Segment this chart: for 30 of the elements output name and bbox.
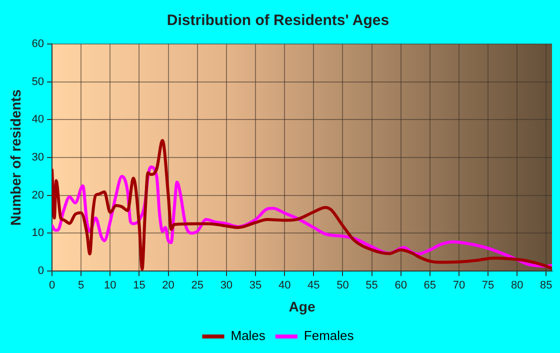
- y-tick-label: 60: [32, 38, 44, 50]
- y-tick-label: 20: [32, 189, 44, 202]
- x-tick-label: 40: [278, 280, 291, 292]
- y-axis-title: Number of residents: [7, 89, 24, 226]
- x-tick-label: 60: [394, 280, 407, 292]
- x-tick-label: 20: [162, 280, 174, 292]
- x-tick-label: 0: [48, 280, 56, 292]
- x-tick-label: 50: [336, 280, 349, 292]
- y-tick-label: 10: [32, 227, 44, 240]
- legend-label: Females: [304, 328, 354, 344]
- legend-label: Males: [230, 328, 266, 344]
- x-tick-label: 55: [366, 280, 378, 292]
- x-tick-label: 70: [452, 280, 466, 292]
- x-tick-label: 80: [510, 280, 524, 292]
- x-tick-label: 85: [540, 280, 552, 292]
- y-tick-label: 40: [32, 114, 44, 126]
- x-axis-title: Age: [288, 298, 316, 314]
- x-tick-label: 35: [249, 280, 262, 292]
- x-tick-label: 45: [308, 280, 320, 292]
- x-tick-label: 30: [220, 280, 233, 292]
- x-tick-label: 65: [424, 280, 436, 292]
- x-tick-label: 5: [78, 280, 84, 292]
- x-tick-label: 75: [482, 280, 494, 292]
- y-tick-label: 0: [38, 265, 44, 278]
- y-tick-label: 30: [32, 152, 44, 164]
- x-tick-label: 25: [191, 280, 204, 292]
- x-tick-label: 10: [104, 280, 116, 292]
- x-tick-label: 15: [133, 280, 146, 292]
- y-tick-label: 50: [32, 76, 44, 88]
- chart-title: Distribution of Residents' Ages: [166, 12, 390, 30]
